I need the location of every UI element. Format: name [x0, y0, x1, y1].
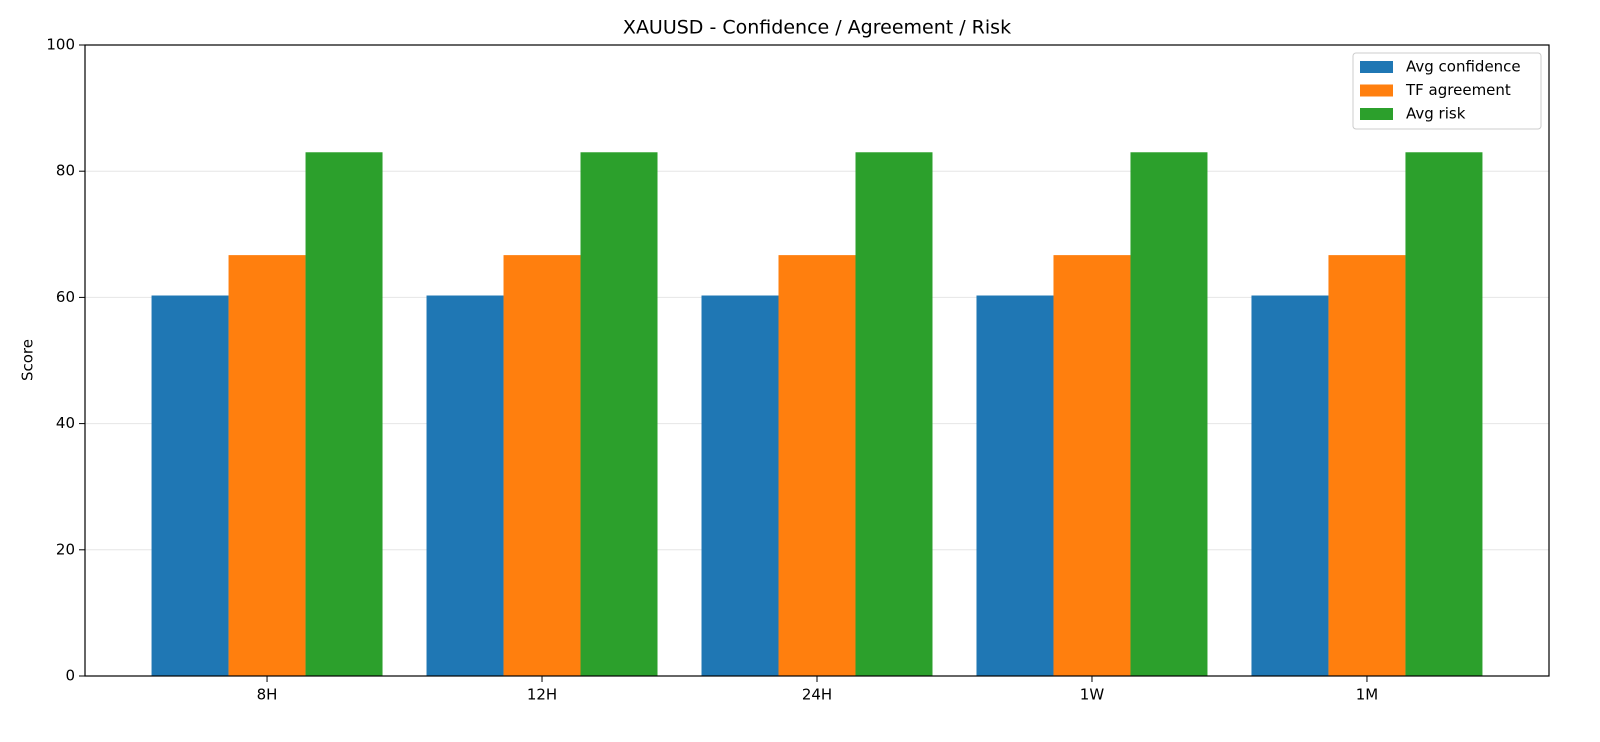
bar — [855, 152, 933, 676]
bar — [1328, 255, 1406, 677]
bar — [305, 152, 383, 676]
x-tick-label: 1M — [1356, 686, 1379, 704]
bar — [228, 255, 306, 677]
legend-label: Avg risk — [1406, 105, 1466, 123]
bar — [503, 255, 581, 677]
legend-label: Avg confidence — [1406, 58, 1521, 76]
bar — [778, 255, 856, 677]
y-tick-label: 20 — [56, 540, 75, 558]
legend-swatch — [1360, 84, 1393, 97]
y-tick-label: 60 — [56, 288, 75, 306]
y-tick-label: 100 — [46, 36, 75, 54]
x-tick-label: 24H — [802, 686, 832, 704]
legend-box — [1352, 52, 1542, 130]
bar — [1251, 295, 1329, 676]
bar — [426, 295, 504, 676]
x-tick-label: 12H — [527, 686, 557, 704]
legend-swatch — [1360, 108, 1393, 120]
y-axis-label: Score — [19, 339, 37, 381]
x-tick-label: 8H — [257, 686, 278, 704]
chart-title: XAUUSD - Confidence / Agreement / Risk — [623, 17, 1011, 39]
y-tick-label: 40 — [56, 414, 75, 432]
bar — [1405, 152, 1483, 676]
legend-label: TF agreement — [1405, 81, 1511, 99]
bar — [151, 295, 229, 676]
bar — [976, 295, 1054, 676]
bar — [701, 295, 779, 676]
y-tick-label: 0 — [65, 667, 75, 685]
bar — [1053, 255, 1131, 677]
bar — [580, 152, 658, 676]
y-tick-label: 80 — [56, 162, 75, 180]
plot-frame — [84, 44, 1550, 677]
legend-swatch — [1360, 61, 1393, 73]
x-tick-label: 1W — [1080, 686, 1105, 704]
bar — [1130, 152, 1208, 676]
